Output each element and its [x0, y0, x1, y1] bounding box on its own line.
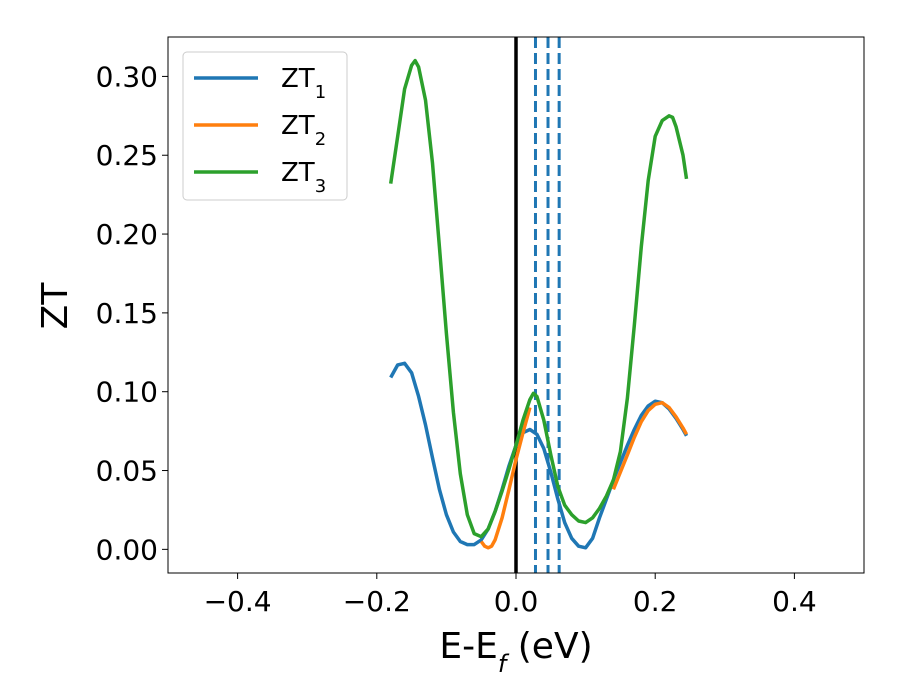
legend-label-main: ZT [281, 64, 315, 94]
x-tick-label: 0.4 [772, 585, 817, 618]
y-tick-label: 0.15 [96, 297, 158, 330]
x-axis-label: E-Ef (eV) [439, 626, 592, 678]
vertical-lines [514, 37, 561, 573]
x-tick-label: 0.0 [494, 585, 539, 618]
series-lines [388, 58, 689, 550]
legend-label-main: ZT [281, 158, 315, 188]
legend-box [182, 51, 348, 201]
x-tick-label: −0.4 [204, 585, 272, 618]
legend-entry-zt3: ZT3 [194, 158, 326, 197]
series-zt2-line [479, 400, 689, 550]
x-axis-label-main: E-E [439, 626, 497, 667]
legend-label: ZT3 [281, 158, 326, 197]
y-tick-label: 0.05 [96, 455, 158, 488]
y-axis-label: ZT [35, 282, 76, 330]
y-axis-ticks: 0.00 0.05 0.10 0.15 0.20 0.25 0.30 [96, 60, 168, 566]
plot-area [388, 37, 689, 573]
x-axis-ticks: −0.4 −0.2 0.0 0.2 0.4 [204, 573, 817, 618]
y-tick-label: 0.30 [96, 60, 158, 93]
x-tick-label: −0.2 [343, 585, 411, 618]
y-tick-label: 0.10 [96, 376, 158, 409]
legend-entry-zt1: ZT1 [194, 64, 326, 103]
y-tick-label: 0.25 [96, 139, 158, 172]
y-tick-label: 0.00 [96, 533, 158, 566]
legend-label-sub: 3 [315, 176, 326, 197]
series-zt3-line [388, 58, 689, 539]
legend-label-sub: 1 [315, 82, 326, 103]
legend-label: ZT1 [281, 64, 326, 103]
legend-label-sub: 2 [315, 129, 326, 150]
legend-label-main: ZT [281, 111, 315, 141]
x-tick-label: 0.2 [633, 585, 678, 618]
legend-entry-zt2: ZT2 [194, 111, 326, 150]
legend-label: ZT2 [281, 111, 326, 150]
series-zt1-line [389, 361, 689, 550]
y-tick-label: 0.20 [96, 218, 158, 251]
x-axis-label-suffix: (eV) [506, 626, 592, 667]
